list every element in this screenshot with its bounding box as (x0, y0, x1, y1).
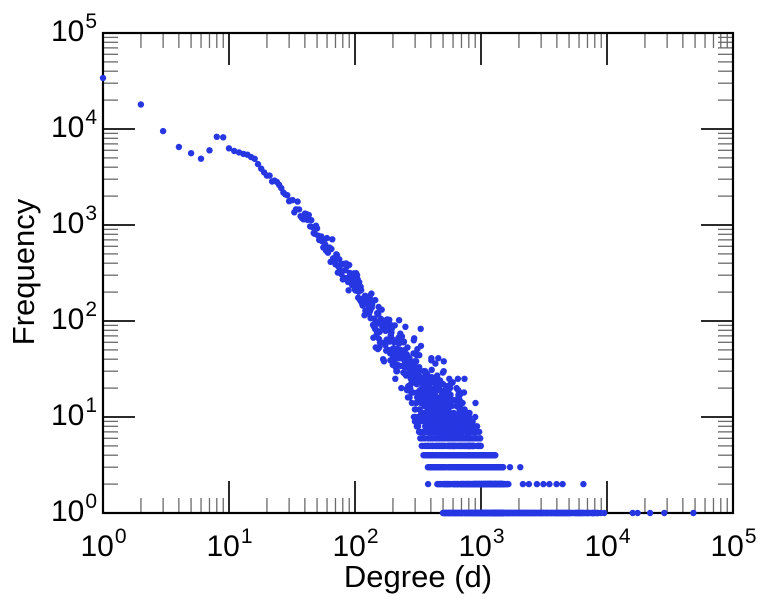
y-tick-label: 100 (50, 490, 97, 528)
x-tick-label: 102 (332, 525, 379, 563)
scatter-points (99, 74, 697, 517)
x-tick-label: 104 (584, 525, 631, 563)
y-tick-label: 105 (50, 10, 97, 48)
y-tick-label: 104 (50, 106, 97, 144)
y-tick-label: 103 (50, 202, 97, 240)
y-tick-label: 102 (50, 298, 97, 336)
x-tick-label: 100 (80, 525, 127, 563)
y-tick-label: 101 (50, 394, 97, 432)
x-tick-label: 101 (206, 525, 253, 563)
x-tick-label: 105 (710, 525, 757, 563)
x-axis-title: Degree (d) (343, 559, 493, 594)
x-tick-label: 103 (458, 525, 505, 563)
